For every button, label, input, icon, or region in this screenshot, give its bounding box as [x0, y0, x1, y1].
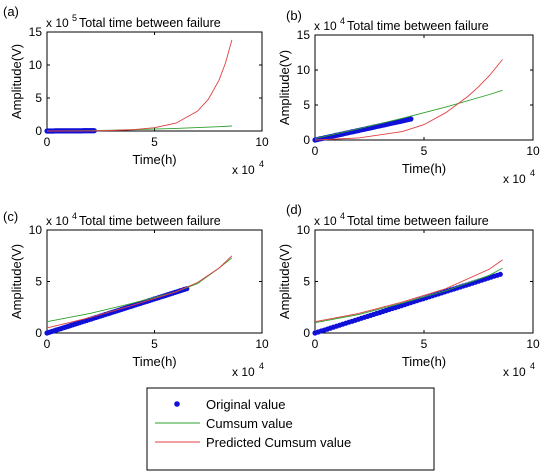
y-axis-label: Amplitude(V) — [277, 50, 292, 125]
y-tick-label: 10 — [29, 58, 43, 72]
x-multiplier: x 10 — [503, 172, 526, 186]
original-series-dots — [312, 116, 414, 143]
x-tick-label: 0 — [44, 337, 51, 351]
y-tick-label: 5 — [303, 275, 310, 289]
x-exponent: 4 — [530, 361, 535, 371]
x-tick-label: 5 — [421, 337, 428, 351]
y-tick-label: 10 — [297, 63, 311, 77]
predicted-series-line — [46, 39, 233, 132]
x-exponent: 4 — [259, 159, 264, 169]
y-tick-label: 10 — [29, 223, 43, 237]
y-exponent: 5 — [72, 13, 77, 23]
y-exponent: 4 — [72, 211, 77, 221]
chart-title: Total time between failure — [347, 19, 489, 33]
y-tick-label: 0 — [35, 326, 42, 340]
cumsum-series-line — [314, 267, 503, 324]
predicted-series-line — [46, 255, 233, 329]
x-tick-label: 5 — [151, 135, 158, 149]
y-tick-label: 15 — [297, 28, 311, 42]
legend-entry-label: Predicted Cumsum value — [206, 435, 351, 450]
original-series-dots — [312, 271, 503, 336]
y-tick-label: 5 — [35, 275, 42, 289]
legend-box — [146, 387, 435, 471]
legend-entry-label: Cumsum value — [206, 416, 293, 431]
predicted-series-line — [314, 59, 503, 141]
x-multiplier: x 10 — [232, 365, 255, 379]
x-tick-label: 0 — [44, 135, 51, 149]
y-tick-label: 5 — [303, 98, 310, 112]
x-exponent: 4 — [259, 361, 264, 371]
legend-marker-dot — [174, 401, 180, 407]
x-tick-label: 10 — [255, 135, 269, 149]
y-multiplier: x 10 — [46, 16, 69, 30]
x-axis-label: Time(h) — [132, 152, 176, 167]
cumsum-series-line — [314, 89, 503, 140]
y-tick-label: 10 — [297, 223, 311, 237]
x-multiplier: x 10 — [232, 163, 255, 177]
y-tick-label: 5 — [35, 91, 42, 105]
y-exponent: 4 — [340, 16, 345, 26]
y-multiplier: x 10 — [46, 214, 69, 228]
y-tick-label: 0 — [303, 326, 310, 340]
axes-box — [314, 229, 534, 334]
chart-title: Total time between failure — [79, 16, 221, 30]
panel-label: (a) — [3, 4, 19, 19]
x-axis-label: Time(h) — [132, 354, 176, 369]
y-multiplier: x 10 — [314, 214, 337, 228]
y-axis-label: Amplitude(V) — [9, 244, 24, 319]
x-tick-label: 10 — [526, 337, 540, 351]
predicted-series-line — [314, 259, 503, 323]
y-exponent: 4 — [340, 211, 345, 221]
x-tick-label: 5 — [421, 144, 428, 158]
y-multiplier: x 10 — [314, 19, 337, 33]
data-point — [408, 116, 414, 122]
x-tick-label: 10 — [255, 337, 269, 351]
legend: Original value Cumsum value Predicted Cums… — [146, 387, 435, 471]
original-series-dots — [44, 286, 190, 336]
x-exponent: 4 — [530, 168, 535, 178]
x-tick-label: 0 — [312, 337, 319, 351]
x-axis-label: Time(h) — [402, 161, 446, 176]
chart-title: Total time between failure — [79, 214, 221, 228]
y-tick-label: 0 — [303, 133, 310, 147]
panel-label: (d) — [286, 202, 302, 217]
x-tick-label: 10 — [526, 144, 540, 158]
cumsum-series-line — [46, 257, 233, 323]
axes-box — [46, 229, 263, 334]
data-point — [497, 271, 503, 277]
y-axis-label: Amplitude(V) — [9, 44, 24, 119]
x-multiplier: x 10 — [503, 365, 526, 379]
x-tick-label: 0 — [312, 144, 319, 158]
x-tick-label: 5 — [151, 337, 158, 351]
panel-label: (c) — [3, 209, 18, 224]
y-axis-label: Amplitude(V) — [277, 244, 292, 319]
chart-title: Total time between failure — [347, 214, 489, 228]
panel-label: (b) — [286, 8, 302, 23]
y-tick-label: 0 — [35, 124, 42, 138]
legend-entry-label: Original value — [206, 397, 286, 412]
y-tick-label: 15 — [29, 25, 43, 39]
x-axis-label: Time(h) — [402, 354, 446, 369]
